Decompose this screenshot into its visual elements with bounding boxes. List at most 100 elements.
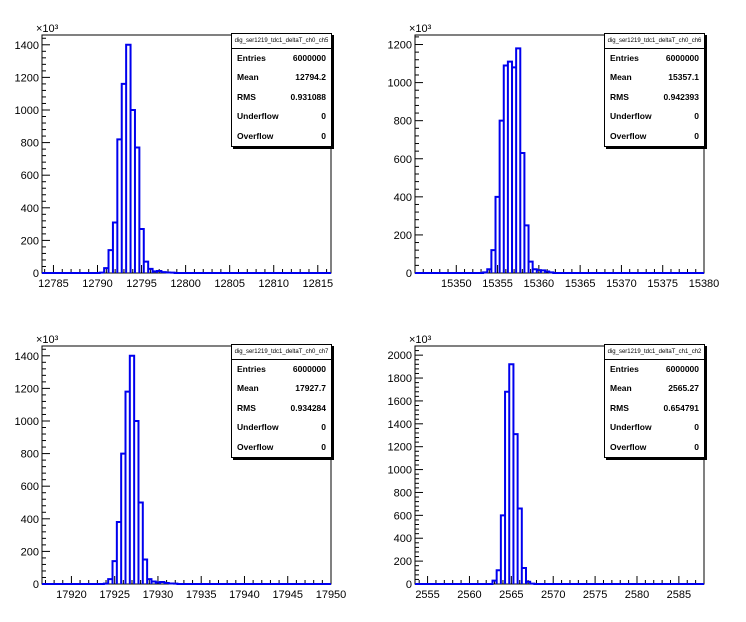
y-tick-label: 0	[33, 579, 39, 591]
stats-label: Mean	[237, 383, 259, 394]
stats-value: 12794.2	[295, 72, 326, 83]
histogram-plot-3: ×10³ 0 200 400 600 800 1000 1200 1400 17920 17925 1…	[15, 334, 347, 601]
stats-label: RMS	[610, 91, 629, 102]
histogram-line	[415, 363, 704, 585]
histogram-bin	[526, 582, 530, 584]
stats-label: Overflow	[237, 130, 274, 141]
x-tick-label: 12800	[170, 278, 201, 290]
stats-value: 0	[694, 422, 699, 433]
histogram-bin	[122, 84, 126, 273]
stats-label: Underflow	[237, 111, 279, 122]
y-tick-label: 600	[394, 510, 412, 522]
histogram-bin	[121, 454, 125, 584]
stats-row-rms: RMS 0.654791	[605, 399, 704, 418]
x-tick-label: 17935	[186, 589, 217, 601]
stats-box-3: dig_ser1219_tdc1_deltaT_ch0_ch7 Entries 6…	[231, 344, 332, 458]
y-tick-label: 1800	[388, 373, 412, 385]
x-tick-label: 15350	[441, 278, 472, 290]
stats-row-overflow: Overflow 0	[605, 438, 704, 457]
histogram-bin	[108, 579, 112, 584]
y-exponent-label: ×10³	[409, 23, 432, 35]
x-tick-label: 2560	[457, 589, 481, 601]
histogram-bin	[508, 62, 512, 273]
histogram-bin	[483, 272, 487, 273]
stats-label: Mean	[237, 72, 259, 83]
y-tick-label: 800	[21, 138, 39, 150]
y-exponent-label: ×10³	[36, 334, 59, 346]
histogram-bin	[164, 583, 168, 584]
stats-label: Entries	[610, 53, 639, 63]
stats-label: Entries	[237, 53, 266, 63]
histogram-bin	[529, 262, 533, 273]
x-tick-label: 15355	[482, 278, 513, 290]
histogram-bin	[147, 579, 151, 584]
stats-histogram-name: dig_ser1219_tdc1_deltaT_ch0_ch6	[605, 34, 704, 49]
histogram-bin	[125, 392, 129, 584]
x-tick-label: 15380	[689, 278, 720, 290]
histogram-bin	[497, 570, 501, 584]
stats-label: Overflow	[610, 130, 647, 141]
y-tick-label: 200	[21, 235, 39, 247]
y-tick-label: 1200	[388, 40, 412, 52]
histogram-pad-3: ×10³ 0 200 400 600 800 1000 1200 1400 17920 17925 1…	[0, 311, 373, 622]
x-tick-label: 12795	[126, 278, 157, 290]
y-tick-label: 1200	[388, 442, 412, 454]
x-tick-label: 12810	[258, 278, 289, 290]
x-tick-label: 15360	[524, 278, 555, 290]
y-tick-label: 0	[406, 268, 412, 280]
stats-histogram-name: dig_ser1219_tdc1_deltaT_ch0_ch7	[232, 345, 331, 360]
stats-value: 0.942393	[663, 91, 699, 102]
x-tick-label: 15365	[565, 278, 596, 290]
histogram-bin	[491, 250, 495, 273]
y-tick-label: 200	[394, 556, 412, 568]
histogram-bin	[117, 522, 121, 584]
stats-row-mean: Mean 15357.1	[605, 68, 704, 87]
histogram-bin	[501, 515, 505, 584]
y-tick-label: 400	[21, 514, 39, 526]
histogram-bin	[117, 139, 121, 273]
stats-value: 0	[321, 111, 326, 122]
stats-value: 17927.7	[295, 383, 326, 394]
histogram-pad-2: ×10³ 0 200 400 600 800 1000 1200 15350 15355 15360…	[373, 0, 746, 311]
y-tick-label: 800	[21, 449, 39, 461]
histogram-bin	[524, 225, 528, 273]
histogram-bin	[160, 582, 164, 584]
x-tick-label: 2575	[583, 589, 607, 601]
stats-value: 6000000	[292, 364, 326, 374]
y-tick-label: 800	[394, 487, 412, 499]
y-tick-label: 0	[406, 579, 412, 591]
histogram-bin	[104, 268, 108, 273]
stats-label: RMS	[610, 402, 629, 413]
histogram-bin	[148, 269, 152, 273]
stats-row-mean: Mean 12794.2	[232, 68, 331, 87]
stats-label: Underflow	[610, 111, 652, 122]
stats-box-2: dig_ser1219_tdc1_deltaT_ch0_ch6 Entries 6…	[604, 33, 705, 147]
histogram-pad-4: ×10³ 0 200 400 600 800 1000 1200 1400 1600 1800 200…	[373, 311, 746, 622]
x-tick-label: 17920	[56, 589, 87, 601]
stats-row-underflow: Underflow 0	[232, 107, 331, 126]
histogram-bin	[505, 392, 509, 584]
x-tick-label: 2585	[667, 589, 691, 601]
y-tick-label: 400	[394, 192, 412, 204]
stats-row-rms: RMS 0.931088	[232, 88, 331, 107]
histogram-bin	[131, 110, 135, 273]
stats-label: RMS	[237, 91, 256, 102]
stats-row-entries: Entries 6000000	[232, 360, 331, 379]
histogram-bin	[522, 568, 526, 584]
stats-label: Entries	[610, 364, 639, 374]
histogram-bin	[130, 356, 134, 584]
stats-label: Mean	[610, 72, 632, 83]
stats-histogram-name: dig_ser1219_tdc1_deltaT_ch0_ch5	[232, 34, 331, 49]
histogram-bin	[549, 272, 553, 273]
x-tick-label: 2555	[415, 589, 439, 601]
y-tick-label: 200	[394, 230, 412, 242]
stats-value: 0	[321, 422, 326, 433]
stats-row-overflow: Overflow 0	[605, 127, 704, 146]
stats-value: 2565.27	[668, 383, 699, 394]
histogram-bin	[518, 508, 522, 584]
stats-row-rms: RMS 0.934284	[232, 399, 331, 418]
stats-histogram-name: dig_ser1219_tdc1_deltaT_ch1_ch2	[605, 345, 704, 360]
histogram-bin	[113, 561, 117, 584]
stats-value: 0	[321, 130, 326, 141]
histogram-bin	[516, 48, 520, 273]
